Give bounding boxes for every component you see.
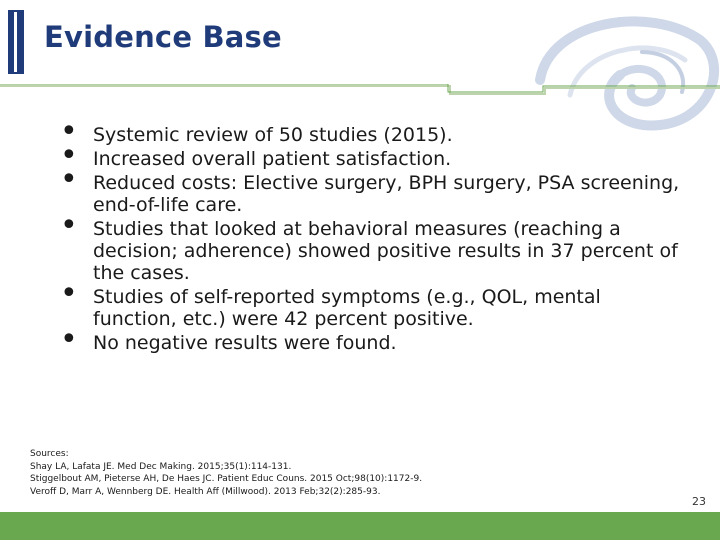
- bullet-dot-icon: •: [60, 114, 78, 149]
- bullet-text: Reduced costs: Elective surgery, BPH sur…: [93, 172, 680, 216]
- bullet-text: Increased overall patient satisfaction.: [93, 148, 452, 170]
- bullet-list: • Systemic review of 50 studies (2015). …: [60, 114, 680, 357]
- page-number: 23: [692, 495, 706, 508]
- bullet-text: Systemic review of 50 studies (2015).: [93, 124, 453, 146]
- bullet-dot-icon: •: [60, 138, 78, 173]
- bullet-dot-icon: •: [60, 162, 78, 197]
- bullet-item: • No negative results were found.: [60, 322, 680, 357]
- sources-block: Sources: Shay LA, Lafata JE. Med Dec Mak…: [30, 448, 422, 498]
- swirl-logo-icon: [535, 16, 720, 131]
- bullet-text: Studies of self-reported symptoms (e.g.,…: [93, 286, 601, 330]
- bullet-item: • Systemic review of 50 studies (2015).: [60, 114, 680, 149]
- bullet-item: • Reduced costs: Elective surgery, BPH s…: [60, 162, 680, 217]
- footer-bar: [0, 512, 720, 540]
- bullet-text: No negative results were found.: [93, 332, 397, 354]
- slide-title: Evidence Base: [44, 20, 282, 54]
- source-citation: Veroff D, Marr A, Wennberg DE. Health Af…: [30, 486, 381, 497]
- bullet-item: • Increased overall patient satisfaction…: [60, 138, 680, 173]
- sources-heading: Sources:: [30, 449, 69, 459]
- divider-rule: [0, 84, 720, 95]
- source-citation: Shay LA, Lafata JE. Med Dec Making. 2015…: [30, 461, 292, 472]
- title-accent-bar: [8, 10, 24, 74]
- bullet-text: Studies that looked at behavioral measur…: [93, 218, 678, 284]
- bullet-dot-icon: •: [60, 322, 78, 357]
- bullet-dot-icon: •: [60, 276, 78, 311]
- bullet-dot-icon: •: [60, 208, 78, 243]
- source-citation: Stiggelbout AM, Pieterse AH, De Haes JC.…: [30, 474, 423, 484]
- bullet-item: • Studies that looked at behavioral meas…: [60, 208, 680, 285]
- bullet-item: • Studies of self-reported symptoms (e.g…: [60, 276, 680, 331]
